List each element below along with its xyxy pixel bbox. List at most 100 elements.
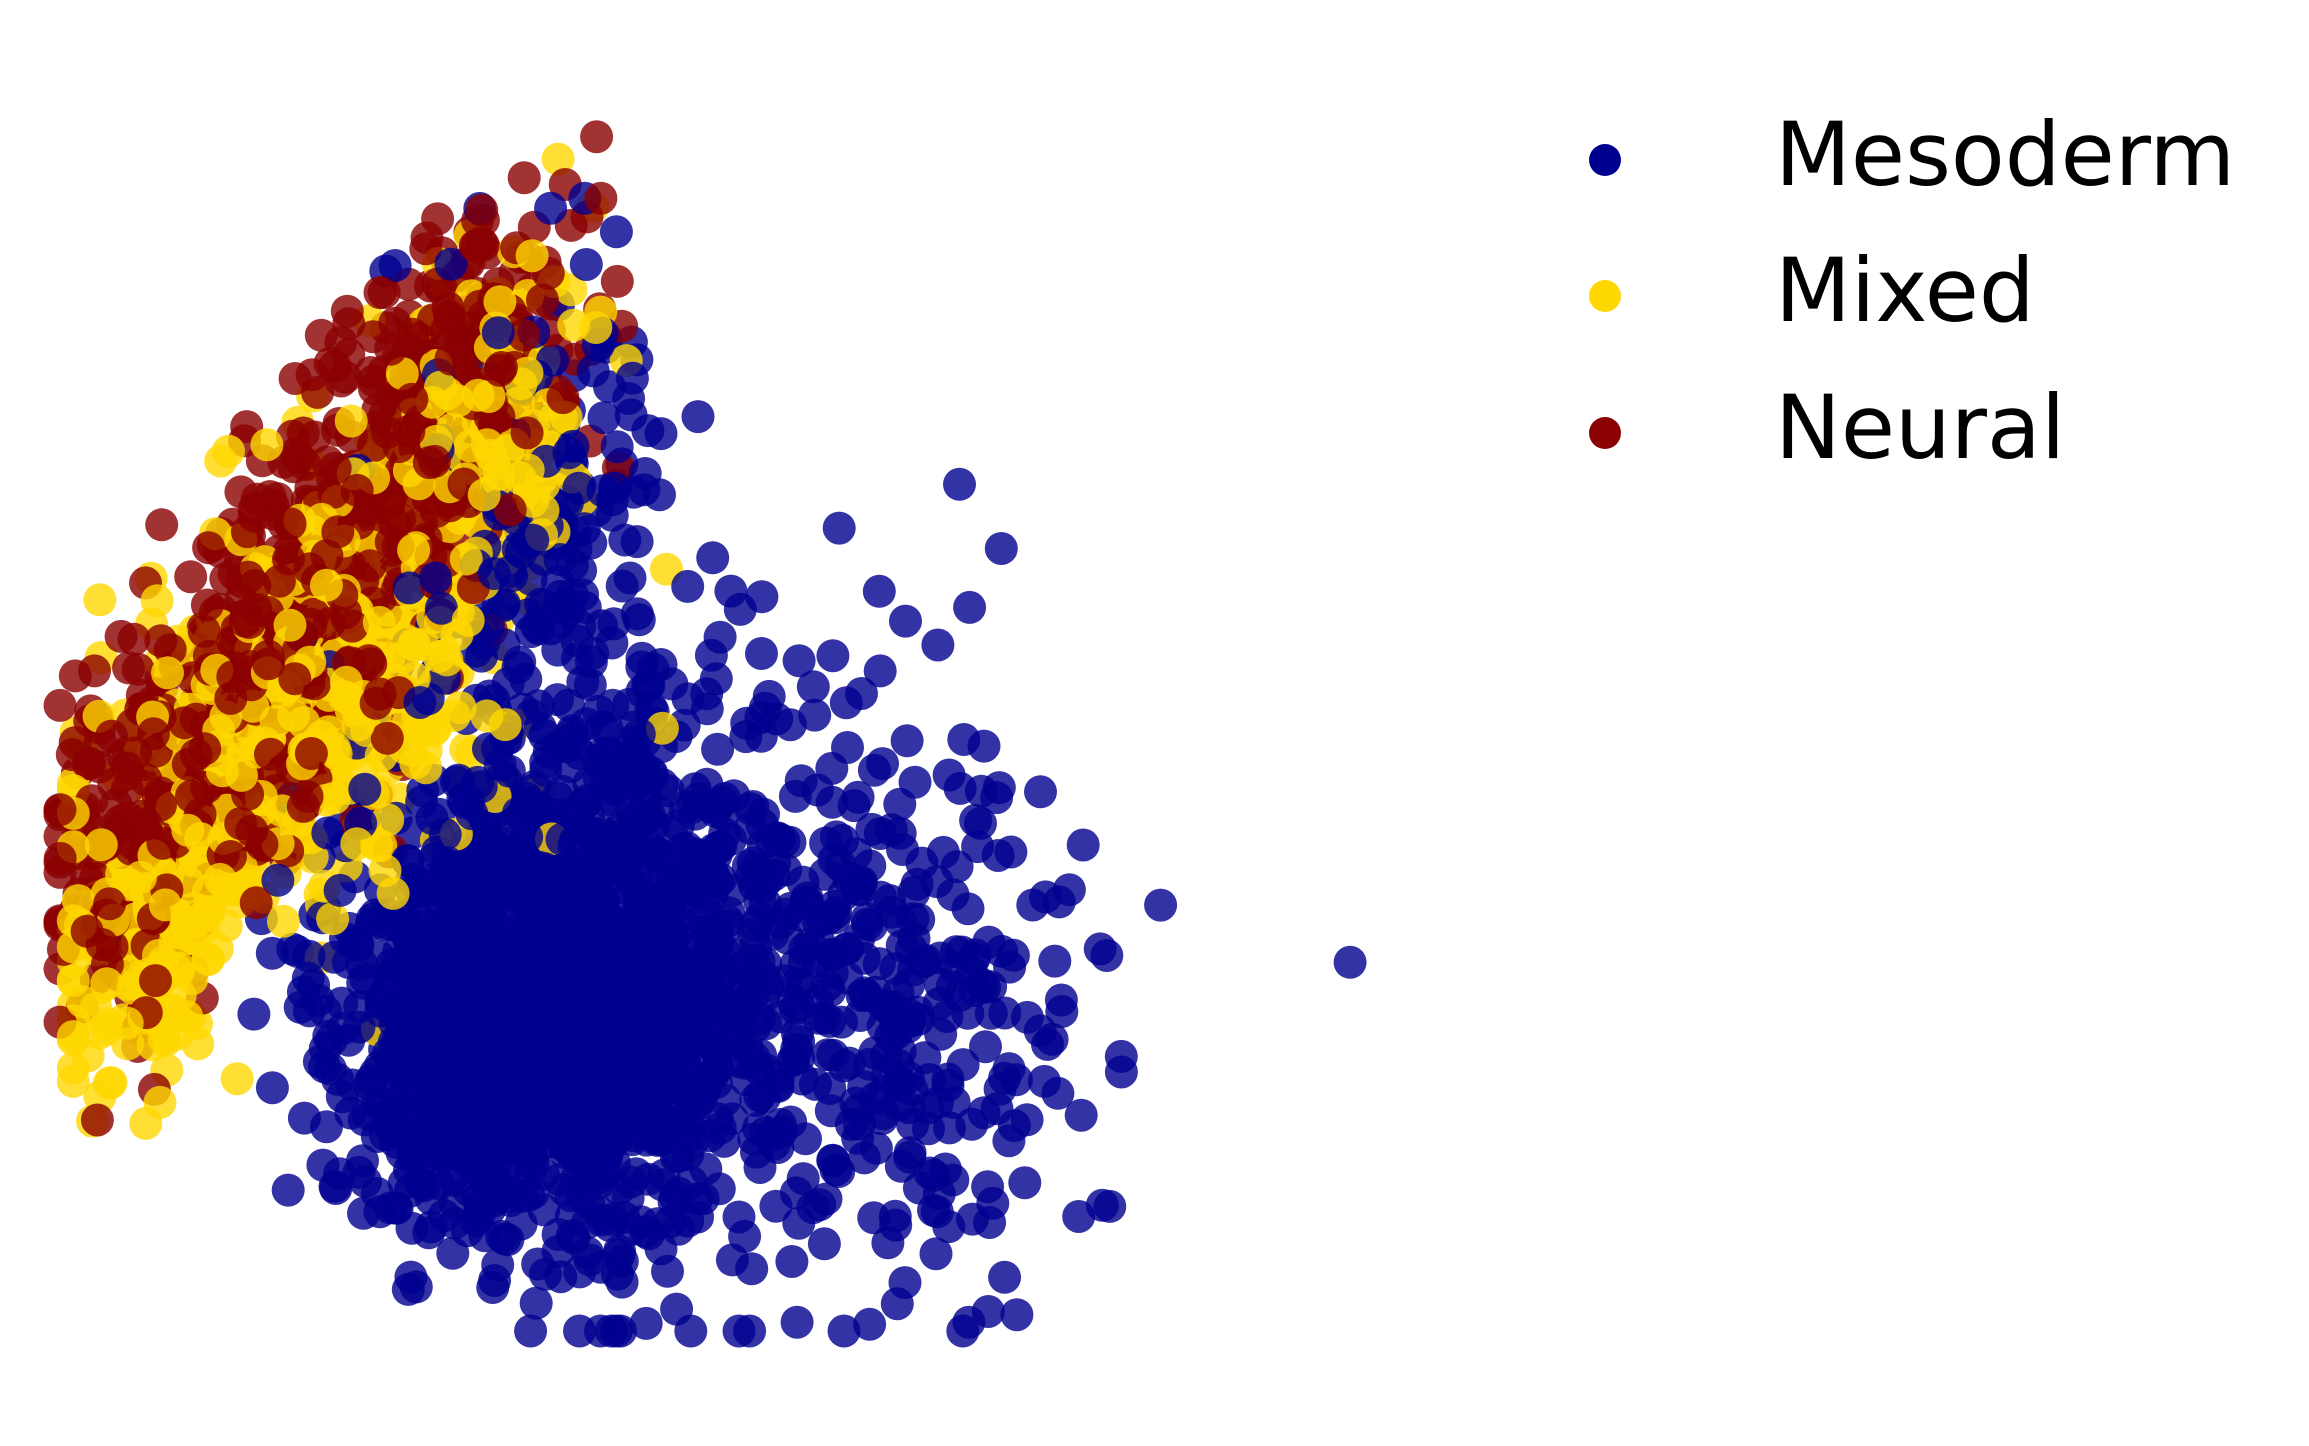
scatter-point-mesoderm xyxy=(895,1073,929,1107)
scatter-point-mesoderm xyxy=(809,826,843,860)
scatter-point-mesoderm xyxy=(510,820,544,854)
legend-label-mesoderm: Mesoderm xyxy=(1775,103,2235,206)
scatter-point-mixed xyxy=(541,142,575,176)
scatter-point-mesoderm xyxy=(608,523,642,557)
scatter-point-mesoderm xyxy=(444,1012,478,1046)
scatter-point-mesoderm xyxy=(722,1200,756,1234)
scatter-point-mesoderm xyxy=(774,891,808,925)
scatter-point-mesoderm xyxy=(622,717,656,751)
scatter-point-mesoderm xyxy=(588,1053,622,1087)
scatter-point-mesoderm xyxy=(404,1167,438,1201)
scatter-point-mesoderm xyxy=(440,927,474,961)
scatter-point-mixed xyxy=(449,542,483,576)
scatter-point-mesoderm xyxy=(624,1205,658,1239)
scatter-point-mesoderm xyxy=(714,822,748,856)
scatter-point-mixed xyxy=(191,942,225,976)
scatter-point-neural xyxy=(224,807,258,840)
scatter-point-neural xyxy=(464,226,498,260)
scatter-point-mesoderm xyxy=(564,944,598,978)
scatter-point-mesoderm xyxy=(394,1260,428,1294)
scatter-point-neural xyxy=(95,719,129,753)
scatter-point-mesoderm xyxy=(729,720,763,754)
scatter-point-mesoderm xyxy=(1066,828,1100,862)
scatter-point-mesoderm xyxy=(675,971,709,1005)
scatter-point-mesoderm xyxy=(1093,1189,1127,1223)
scatter-point-mixed xyxy=(557,308,591,342)
scatter-point-mesoderm xyxy=(542,590,576,624)
scatter-point-mesoderm xyxy=(883,787,917,821)
scatter-point-mixed xyxy=(385,357,419,390)
scatter-point-mesoderm xyxy=(620,597,654,631)
scatter-point-mesoderm xyxy=(921,628,955,662)
scatter-point-mesoderm xyxy=(628,803,662,837)
scatter-point-mesoderm xyxy=(567,1143,601,1177)
scatter-point-mesoderm xyxy=(610,938,644,972)
scatter-point-mesoderm xyxy=(908,943,942,977)
scatter-point-mesoderm xyxy=(752,679,786,713)
scatter-point-mesoderm xyxy=(562,471,596,505)
scatter-point-mesoderm xyxy=(742,1051,776,1085)
scatter-point-mesoderm xyxy=(736,979,770,1012)
scatter-point-neural xyxy=(137,717,170,751)
scatter-point-mesoderm xyxy=(629,1306,663,1340)
scatter-point-mesoderm xyxy=(255,936,289,970)
scatter-point-mixed xyxy=(171,813,205,847)
scatter-point-mesoderm xyxy=(315,1023,348,1057)
scatter-point-neural xyxy=(374,332,408,366)
scatter-point-mesoderm xyxy=(866,1097,900,1131)
scatter-point-mesoderm xyxy=(813,1072,847,1105)
scatter-point-mesoderm xyxy=(1104,1039,1138,1073)
scatter-point-mesoderm xyxy=(513,1072,547,1106)
scatter-point-mesoderm xyxy=(694,790,728,824)
scatter-point-mesoderm xyxy=(701,732,735,766)
scatter-point-mixed xyxy=(169,907,203,941)
scatter-point-mesoderm xyxy=(656,939,690,973)
scatter-point-mesoderm xyxy=(600,430,634,464)
scatter-point-neural xyxy=(224,583,258,617)
scatter-point-mesoderm xyxy=(662,1176,695,1210)
scatter-point-mesoderm xyxy=(531,945,565,979)
scatter-point-mesoderm xyxy=(996,938,1030,972)
scatter-point-neural xyxy=(286,416,320,450)
scatter-point-mixed xyxy=(399,746,433,780)
scatter-point-mesoderm xyxy=(939,935,973,969)
legend-entry-neural: Neural xyxy=(1589,376,2065,479)
scatter-point-mesoderm xyxy=(455,797,489,831)
scatter-point-mixed xyxy=(451,604,485,637)
scatter-point-mesoderm xyxy=(397,986,431,1020)
scatter-point-mesoderm xyxy=(574,526,608,560)
scatter-point-mesoderm xyxy=(555,1113,589,1147)
scatter-point-mesoderm xyxy=(310,1110,343,1144)
scatter-point-mixed xyxy=(212,434,245,468)
scatter-point-mesoderm xyxy=(780,1305,814,1339)
scatter-point-mesoderm xyxy=(951,892,985,926)
scatter-point-neural xyxy=(510,416,544,450)
scatter-point-neural xyxy=(483,353,517,387)
scatter-point-neural xyxy=(80,1103,114,1137)
scatter-point-mesoderm xyxy=(786,865,820,899)
scatter-point-neural xyxy=(526,283,559,317)
scatter-point-neural xyxy=(145,508,179,542)
scatter-point-mesoderm xyxy=(971,1295,1005,1328)
scatter-point-neural xyxy=(239,886,273,920)
scatter-point-mesoderm xyxy=(403,686,437,719)
scatter-point-mesoderm xyxy=(779,1176,813,1210)
scatter-point-mesoderm xyxy=(884,1149,918,1183)
scatter-point-mesoderm xyxy=(859,1131,893,1165)
scatter-point-mesoderm xyxy=(595,1202,629,1236)
scatter-point-mesoderm xyxy=(385,1053,419,1087)
scatter-point-mesoderm xyxy=(582,694,616,728)
scatter-point-mesoderm xyxy=(880,1287,914,1321)
scatter-point-mesoderm xyxy=(465,909,499,943)
scatter-point-neural xyxy=(318,451,352,485)
scatter-point-mesoderm xyxy=(771,921,805,955)
scatter-point-mesoderm xyxy=(542,1163,576,1196)
scatter-point-mesoderm xyxy=(581,1019,615,1053)
scatter-point-mesoderm xyxy=(832,1046,866,1080)
scatter-point-mesoderm xyxy=(424,591,458,625)
scatter-point-neural xyxy=(187,614,221,648)
scatter-point-neural xyxy=(121,652,155,686)
scatter-point-mesoderm xyxy=(392,571,426,605)
scatter-point-mixed xyxy=(84,828,118,862)
scatter-point-mesoderm xyxy=(707,985,741,1018)
